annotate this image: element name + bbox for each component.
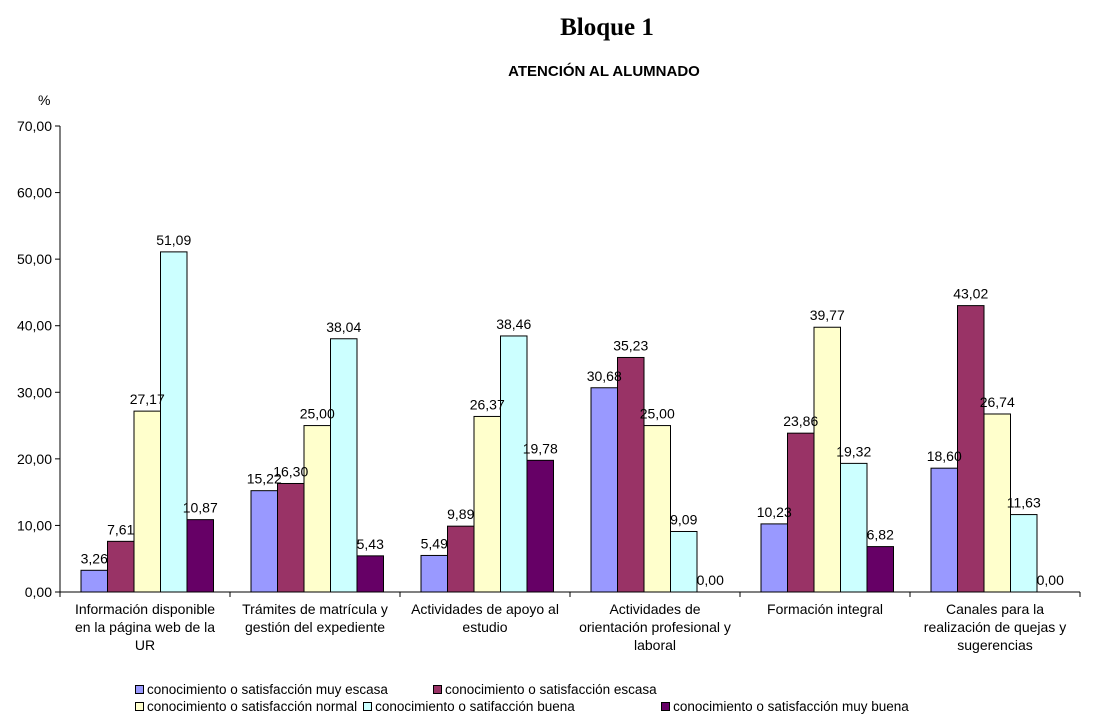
data-label: 9,89 bbox=[447, 506, 474, 522]
bar bbox=[670, 530, 698, 593]
bar bbox=[356, 555, 384, 593]
chart-title: ATENCIÓN AL ALUMNADO bbox=[508, 63, 700, 80]
data-label: 3,26 bbox=[81, 550, 108, 566]
bar bbox=[590, 387, 618, 593]
bar bbox=[957, 305, 985, 593]
bar bbox=[80, 569, 108, 593]
data-label: 0,00 bbox=[697, 572, 724, 588]
legend-swatch bbox=[135, 685, 144, 694]
bar bbox=[303, 425, 331, 593]
bar bbox=[866, 546, 894, 593]
bar bbox=[186, 519, 214, 593]
data-label: 6,82 bbox=[867, 527, 894, 543]
bar bbox=[277, 482, 305, 593]
data-label: 51,09 bbox=[156, 232, 191, 248]
data-label: 38,04 bbox=[326, 319, 361, 335]
legend-label: conocimiento o satisfacción escasa bbox=[445, 682, 657, 697]
bar bbox=[500, 335, 528, 593]
legend-item: conocimiento o satisfacción muy escasa bbox=[135, 681, 433, 698]
data-label: 19,32 bbox=[836, 443, 871, 459]
legend-swatch bbox=[433, 685, 442, 694]
legend-swatch bbox=[661, 702, 671, 711]
legend-item: conocimiento o satifacción buena bbox=[363, 698, 661, 715]
data-label: 18,60 bbox=[927, 448, 962, 464]
data-label: 35,23 bbox=[613, 337, 648, 353]
data-label: 43,02 bbox=[953, 286, 988, 302]
bars bbox=[80, 251, 1038, 593]
y-tick-label: 50,00 bbox=[17, 251, 52, 267]
data-label: 10,23 bbox=[757, 504, 792, 520]
data-label: 0,00 bbox=[1037, 572, 1064, 588]
bar bbox=[133, 410, 161, 593]
x-tick-label: Trámites de matrícula y gestión del exped… bbox=[242, 601, 388, 635]
x-axis: Información disponible en la página web d… bbox=[59, 591, 1081, 653]
data-label: 5,43 bbox=[357, 536, 384, 552]
x-tick-label: Actividades de apoyo al estudio bbox=[411, 601, 559, 635]
bar bbox=[930, 467, 958, 593]
bar bbox=[526, 459, 554, 593]
y-tick-label: 30,00 bbox=[17, 384, 52, 400]
data-label: 16,30 bbox=[273, 463, 308, 479]
bar-chart: % 0,00 10,00 20,00 30,00 40,00 50,00 60,00 70,0… bbox=[17, 92, 1081, 653]
bar bbox=[330, 338, 358, 593]
y-tick-label: 70,00 bbox=[17, 118, 52, 134]
bar bbox=[473, 415, 501, 593]
data-label: 23,86 bbox=[783, 413, 818, 429]
y-tick-label: 0,00 bbox=[25, 584, 52, 600]
data-label: 5,49 bbox=[421, 535, 448, 551]
x-tick-label: Canales para la realización de quejas y su… bbox=[924, 601, 1066, 653]
data-label: 26,74 bbox=[980, 394, 1015, 410]
bar bbox=[420, 554, 448, 593]
data-label: 26,37 bbox=[470, 396, 505, 412]
legend-item: conocimiento o satisfacción muy buena bbox=[661, 698, 909, 715]
bar bbox=[447, 525, 475, 593]
data-label: 15,22 bbox=[247, 471, 282, 487]
y-axis-label: % bbox=[38, 92, 50, 108]
y-tick-label: 40,00 bbox=[17, 318, 52, 334]
bar bbox=[813, 326, 841, 593]
data-label: 25,00 bbox=[300, 406, 335, 422]
page-heading: Bloque 1 bbox=[560, 14, 654, 41]
legend-swatch bbox=[135, 702, 144, 711]
data-label: 10,87 bbox=[183, 500, 218, 516]
bar bbox=[160, 251, 188, 593]
legend-item: conocimiento o satisfacción normal bbox=[135, 698, 357, 715]
bar bbox=[760, 523, 788, 593]
legend-label: conocimiento o satifacción buena bbox=[375, 699, 575, 714]
legend-item: conocimiento o satisfacción escasa bbox=[433, 681, 733, 698]
legend: conocimiento o satisfacción muy escasa c… bbox=[135, 681, 915, 715]
legend-label: conocimiento o satisfacción muy escasa bbox=[147, 682, 388, 697]
data-label: 9,09 bbox=[670, 511, 697, 527]
x-tick-label: Información disponible en la página web d… bbox=[75, 601, 215, 653]
data-label: 38,46 bbox=[496, 316, 531, 332]
data-label: 11,63 bbox=[1007, 495, 1041, 511]
legend-label: conocimiento o satisfacción normal bbox=[147, 699, 358, 714]
bar bbox=[840, 462, 868, 593]
data-label: 39,77 bbox=[810, 307, 845, 323]
data-label: 30,68 bbox=[587, 368, 622, 384]
y-tick-label: 10,00 bbox=[17, 517, 52, 533]
x-tick-label: Formación integral bbox=[767, 601, 883, 617]
data-label: 7,61 bbox=[107, 521, 134, 537]
legend-label: conocimiento o satisfacción muy buena bbox=[673, 699, 909, 714]
bar bbox=[643, 425, 671, 593]
bar bbox=[617, 356, 645, 593]
data-label: 19,78 bbox=[523, 440, 558, 456]
y-axis: 0,00 10,00 20,00 30,00 40,00 50,00 60,00 70,00 bbox=[17, 118, 61, 600]
data-label: 25,00 bbox=[640, 406, 675, 422]
y-tick-label: 20,00 bbox=[17, 451, 52, 467]
bar bbox=[1010, 514, 1038, 593]
bar bbox=[107, 540, 135, 593]
data-label: 27,17 bbox=[130, 391, 165, 407]
bar bbox=[250, 490, 278, 593]
y-tick-label: 60,00 bbox=[17, 185, 52, 201]
legend-swatch bbox=[363, 702, 373, 711]
